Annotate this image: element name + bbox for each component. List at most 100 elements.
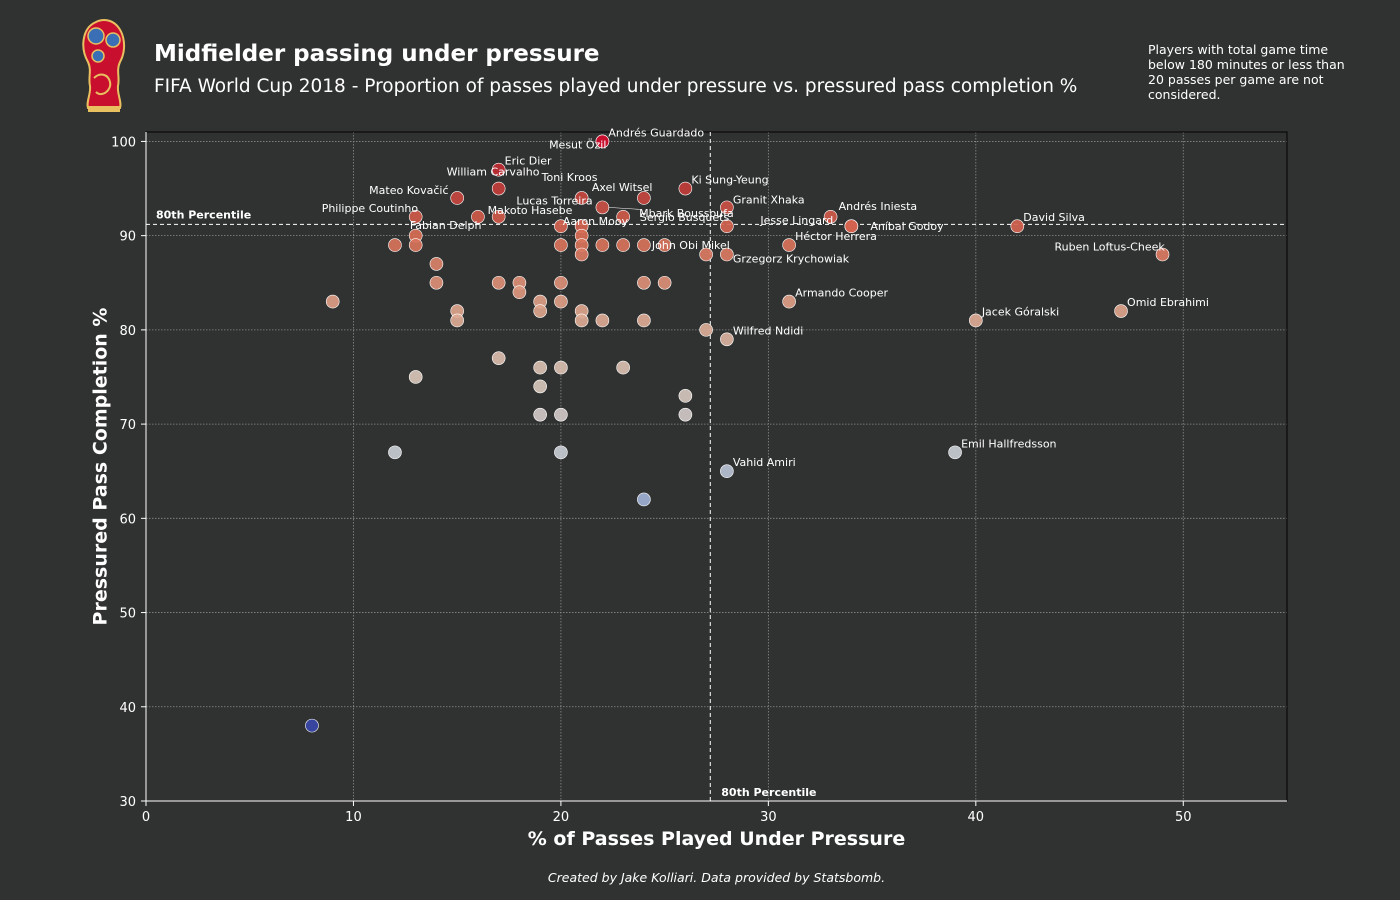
data-point [388,238,402,252]
data-point [678,389,693,403]
point-label: Ki Sung-Yeung [691,174,768,187]
data-point [554,407,568,422]
data-point [720,219,734,234]
point-label: John Obi Mikel [651,239,730,252]
data-point [699,323,713,337]
x-tick-label: 10 [345,810,362,825]
data-point [782,238,796,252]
data-point [574,247,589,262]
data-point [408,370,423,384]
point-label: Vahid Amiri [733,456,796,469]
point-label: Fabian Delph [410,219,482,232]
point-label: Jesse Lingard [759,214,833,227]
data-point [657,275,672,290]
data-points [305,134,1170,733]
point-label: Philippe Coutinho [322,202,419,215]
point-label: Toni Kroos [541,171,598,184]
data-point [305,718,319,733]
data-point [616,210,630,224]
y-tick-label: 80 [119,324,136,339]
data-point [408,238,423,252]
point-label: Wilfred Ndidi [733,324,803,337]
point-label: Aaron Mooy [563,215,629,228]
data-point [637,313,651,328]
data-point [388,445,402,460]
data-point [595,200,610,215]
data-point [408,210,423,224]
data-point [325,294,340,309]
data-point [450,191,464,205]
point-label: Eric Dier [505,155,552,168]
data-point [533,360,547,375]
x-tick-label: 50 [1175,810,1192,825]
data-point [471,210,485,224]
data-point [678,407,693,422]
point-label: Omid Ebrahimi [1127,296,1209,309]
data-point [554,238,568,252]
filter-note: Players with total game time below 180 m… [1148,42,1345,102]
point-label: Ruben Loftus-Cheek [1055,240,1166,253]
leader-line [608,207,640,210]
data-point [720,464,734,479]
y-axis-label: Pressured Pass Completion % [90,308,112,626]
data-point [491,181,506,196]
data-point [782,294,796,309]
data-point [554,219,568,234]
data-point [699,247,713,262]
y-tick-label: 90 [119,230,136,245]
point-label: Mbark Boussoufa [639,207,734,220]
grid-lines [146,132,1287,801]
percentile-lines [146,132,1287,801]
data-point [720,200,734,215]
data-point [429,257,444,271]
point-label: Mesut Özil [549,138,606,151]
plot-frame [145,131,1288,802]
data-point [637,492,651,507]
credit-line: Created by Jake Kolliari. Data provided … [547,870,886,885]
x-tick-label: 30 [760,810,777,825]
data-point [1010,219,1025,234]
data-point [969,313,983,328]
point-label: Andrés Guardado [608,126,704,139]
data-point [720,247,734,262]
data-point [948,445,962,460]
y-tick-label: 40 [119,701,136,716]
x-axis-label: % of Passes Played Under Pressure [528,828,905,850]
data-point [554,275,568,290]
point-label: Granit Xhaka [733,193,805,206]
data-point [637,275,651,290]
y-tick-label: 70 [119,418,136,433]
x-tick-label: 0 [142,810,150,825]
y-tick-label: 50 [119,607,136,622]
y-tick-label: 30 [119,795,136,810]
data-point [491,162,506,177]
point-label: Andrés Iniesta [839,200,918,213]
data-point [429,275,444,290]
data-point [595,134,610,149]
percentile-label-vertical: 80th Percentile [721,786,816,799]
data-point [554,445,568,460]
chart-subtitle: FIFA World Cup 2018 - Proportion of pass… [154,76,1078,97]
data-point [1114,304,1128,318]
y-tick-label: 60 [119,512,136,527]
data-point [616,238,630,252]
percentile-label-horizontal: 80th Percentile [156,208,251,221]
data-point [450,313,464,328]
point-label: Grzegorz Krychowiak [733,252,850,265]
data-point [637,191,651,205]
point-label: David Silva [1023,211,1085,224]
data-point [616,360,630,375]
point-label: Sergio Busquets [640,211,730,224]
data-point [637,238,651,252]
data-point [491,351,506,365]
data-point [574,191,589,205]
data-point [533,379,547,394]
point-label: Aníbal Godoy [870,220,944,233]
point-label: Armando Cooper [795,287,888,300]
x-tick-label: 40 [968,810,985,825]
chart-title: Midfielder passing under pressure [154,41,600,67]
data-point [1155,247,1170,262]
data-point [491,210,506,224]
